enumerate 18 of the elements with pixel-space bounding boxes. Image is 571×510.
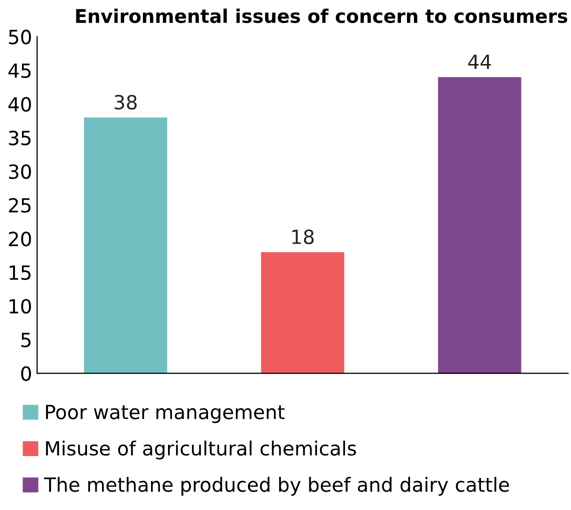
y-tick-label: 35 xyxy=(8,130,31,146)
y-tick-label: 15 xyxy=(10,266,31,280)
legend-label: Poor water management xyxy=(46,404,284,424)
data-label: 18 xyxy=(292,230,314,244)
y-tick-label: 45 xyxy=(8,64,31,78)
y-tick-label: 40 xyxy=(8,96,31,112)
chart-title: Environmental issues of concern to consumers xyxy=(76,8,568,24)
y-tick-label: 25 xyxy=(8,198,31,213)
data-label: 38 xyxy=(114,94,137,110)
legend-label: Misuse of agricultural chemicals xyxy=(46,440,356,460)
y-tick-label: 30 xyxy=(8,164,31,180)
data-label: 44 xyxy=(468,54,491,69)
y-tick-label: 0 xyxy=(21,366,31,381)
legend-label: The methane produced by beef and dairy cattle xyxy=(44,476,509,496)
y-tick-label: 20 xyxy=(8,232,31,246)
y-tick-label: 10 xyxy=(10,298,31,314)
y-tick-label: 50 xyxy=(9,30,31,44)
y-tick-label: 5 xyxy=(21,332,31,348)
